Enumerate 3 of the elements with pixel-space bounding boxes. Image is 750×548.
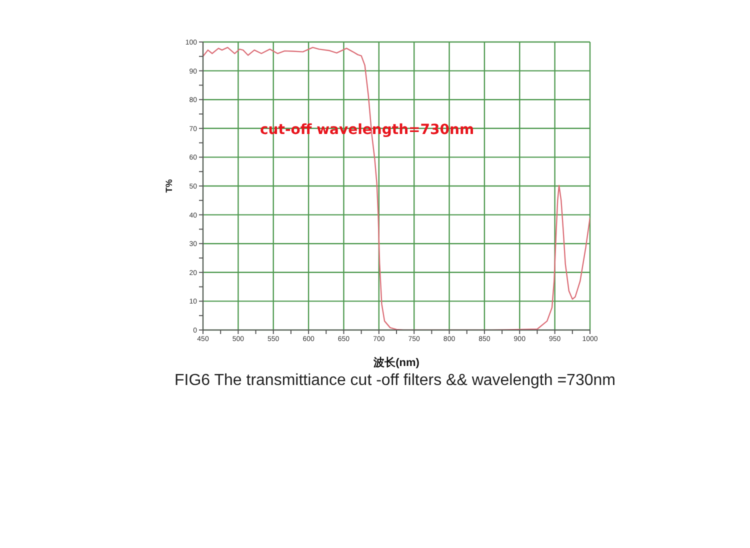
x-axis-title: 波长(nm) — [372, 356, 420, 369]
y-axis-title: T% — [164, 179, 174, 193]
caption: FIG6 The transmittiance cut -off filters && wavelength =730nm — [174, 372, 616, 390]
